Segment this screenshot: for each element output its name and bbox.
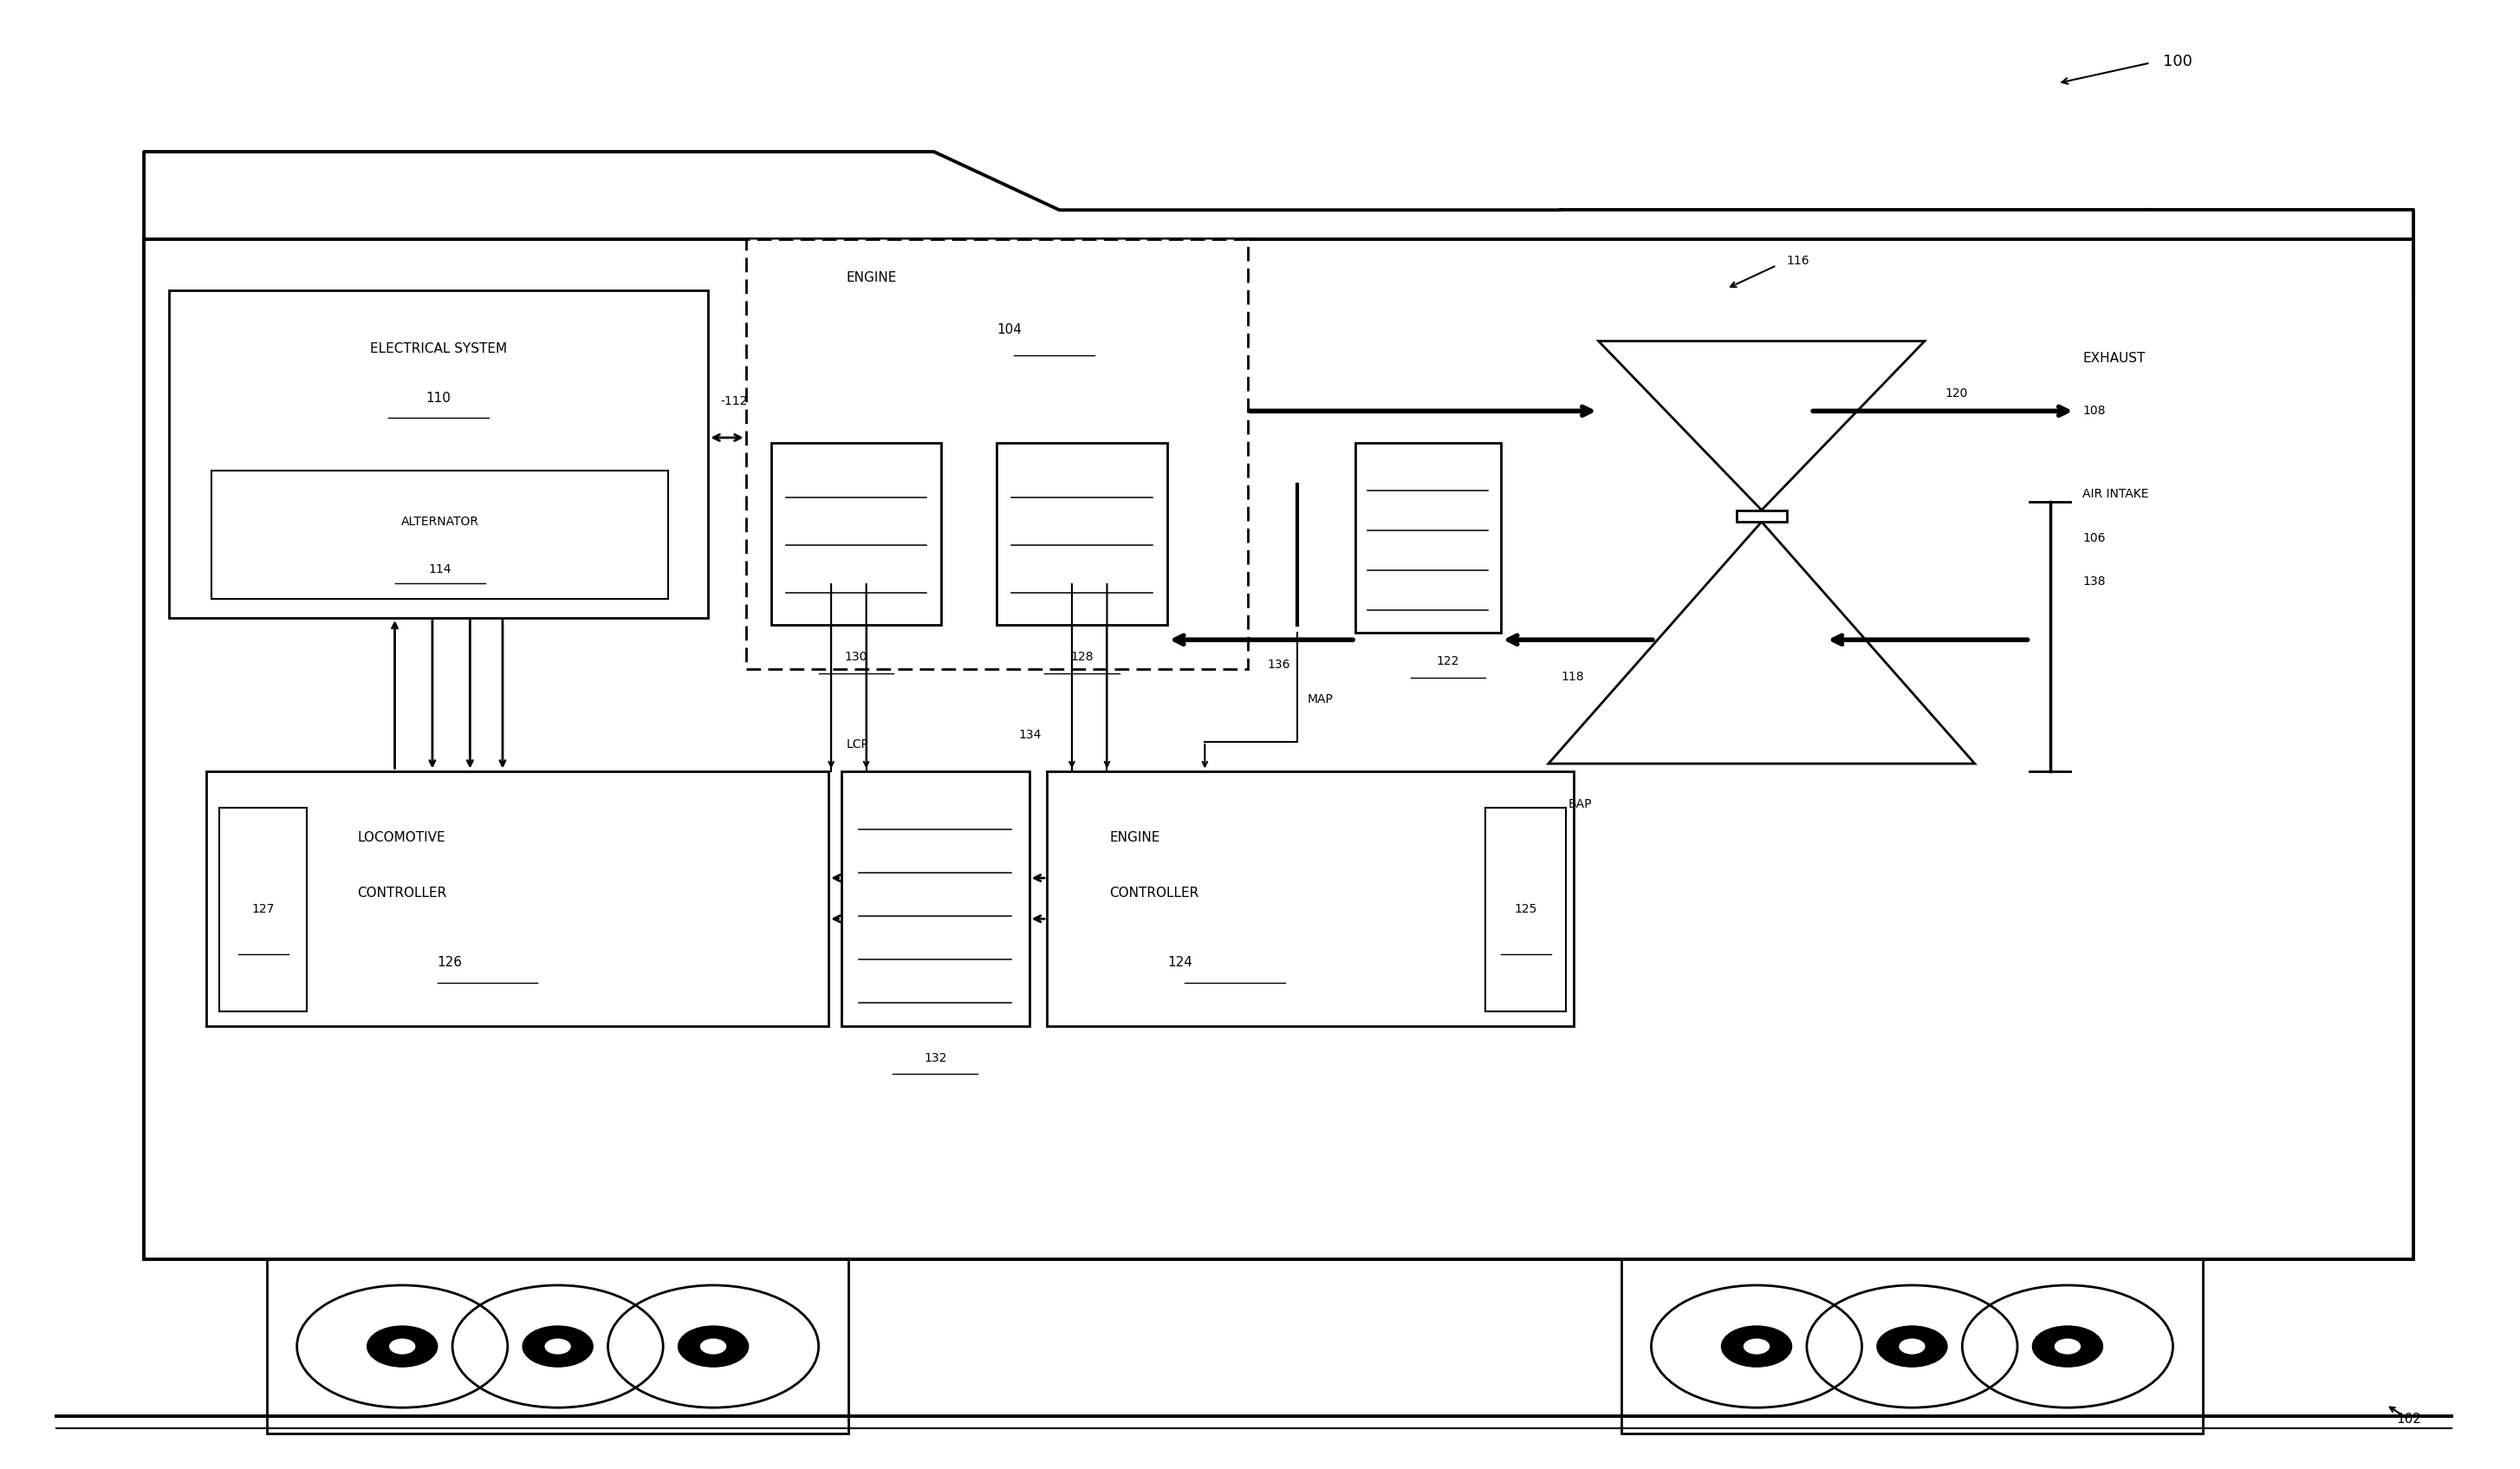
Circle shape (2034, 1327, 2102, 1366)
Bar (1356, 444, 1502, 633)
Text: 125: 125 (1515, 903, 1537, 915)
Text: 114: 114 (428, 564, 451, 576)
Text: 124: 124 (1167, 956, 1192, 968)
Circle shape (368, 1327, 438, 1366)
Circle shape (1877, 1327, 1948, 1366)
Text: 138: 138 (2082, 576, 2107, 588)
Text: 130: 130 (844, 651, 867, 664)
Circle shape (544, 1340, 570, 1354)
Text: CONTROLLER: CONTROLLER (358, 887, 446, 900)
Circle shape (522, 1327, 592, 1366)
Bar (746, 239, 1247, 668)
Bar (267, 1259, 849, 1434)
Text: 120: 120 (1945, 388, 1968, 400)
Text: 104: 104 (998, 323, 1021, 336)
Circle shape (391, 1340, 416, 1354)
Text: -112: -112 (721, 395, 748, 407)
Bar (144, 239, 2414, 1259)
Text: 134: 134 (1018, 729, 1041, 740)
Text: LCP: LCP (847, 739, 869, 751)
Text: 100: 100 (2162, 53, 2192, 69)
Text: 118: 118 (1560, 671, 1585, 683)
Bar (212, 470, 668, 599)
Bar (1736, 510, 1787, 521)
Text: 127: 127 (252, 903, 275, 915)
Circle shape (1744, 1340, 1769, 1354)
Text: 136: 136 (1268, 658, 1290, 671)
Bar (219, 808, 307, 1011)
Text: ALTERNATOR: ALTERNATOR (401, 516, 479, 529)
Text: 106: 106 (2082, 532, 2107, 544)
Bar (169, 289, 708, 618)
Circle shape (678, 1327, 748, 1366)
Text: EXHAUST: EXHAUST (2082, 353, 2145, 366)
Circle shape (2054, 1340, 2079, 1354)
Text: LOCOMOTIVE: LOCOMOTIVE (358, 830, 446, 843)
Text: ENGINE: ENGINE (847, 272, 897, 285)
Text: 128: 128 (1071, 651, 1094, 664)
Bar (1487, 808, 1565, 1011)
Text: 102: 102 (2397, 1413, 2422, 1426)
Text: 116: 116 (1787, 256, 1809, 267)
Text: AIR INTAKE: AIR INTAKE (2082, 488, 2150, 499)
Bar (771, 444, 942, 626)
Bar (207, 771, 829, 1025)
Bar (998, 444, 1167, 626)
Text: 108: 108 (2082, 405, 2107, 417)
Circle shape (1721, 1327, 1792, 1366)
Text: MAP: MAP (1308, 693, 1333, 705)
Bar (1620, 1259, 2202, 1434)
Circle shape (1900, 1340, 1925, 1354)
Text: BAP: BAP (1567, 798, 1593, 811)
Text: 126: 126 (438, 956, 464, 968)
Text: ENGINE: ENGINE (1109, 830, 1159, 843)
Bar (1046, 771, 1572, 1025)
Bar (842, 771, 1028, 1025)
Text: 122: 122 (1436, 655, 1459, 668)
Text: CONTROLLER: CONTROLLER (1109, 887, 1200, 900)
Text: ELECTRICAL SYSTEM: ELECTRICAL SYSTEM (370, 342, 507, 355)
Text: 132: 132 (925, 1052, 948, 1064)
Text: 110: 110 (426, 392, 451, 405)
Circle shape (701, 1340, 726, 1354)
